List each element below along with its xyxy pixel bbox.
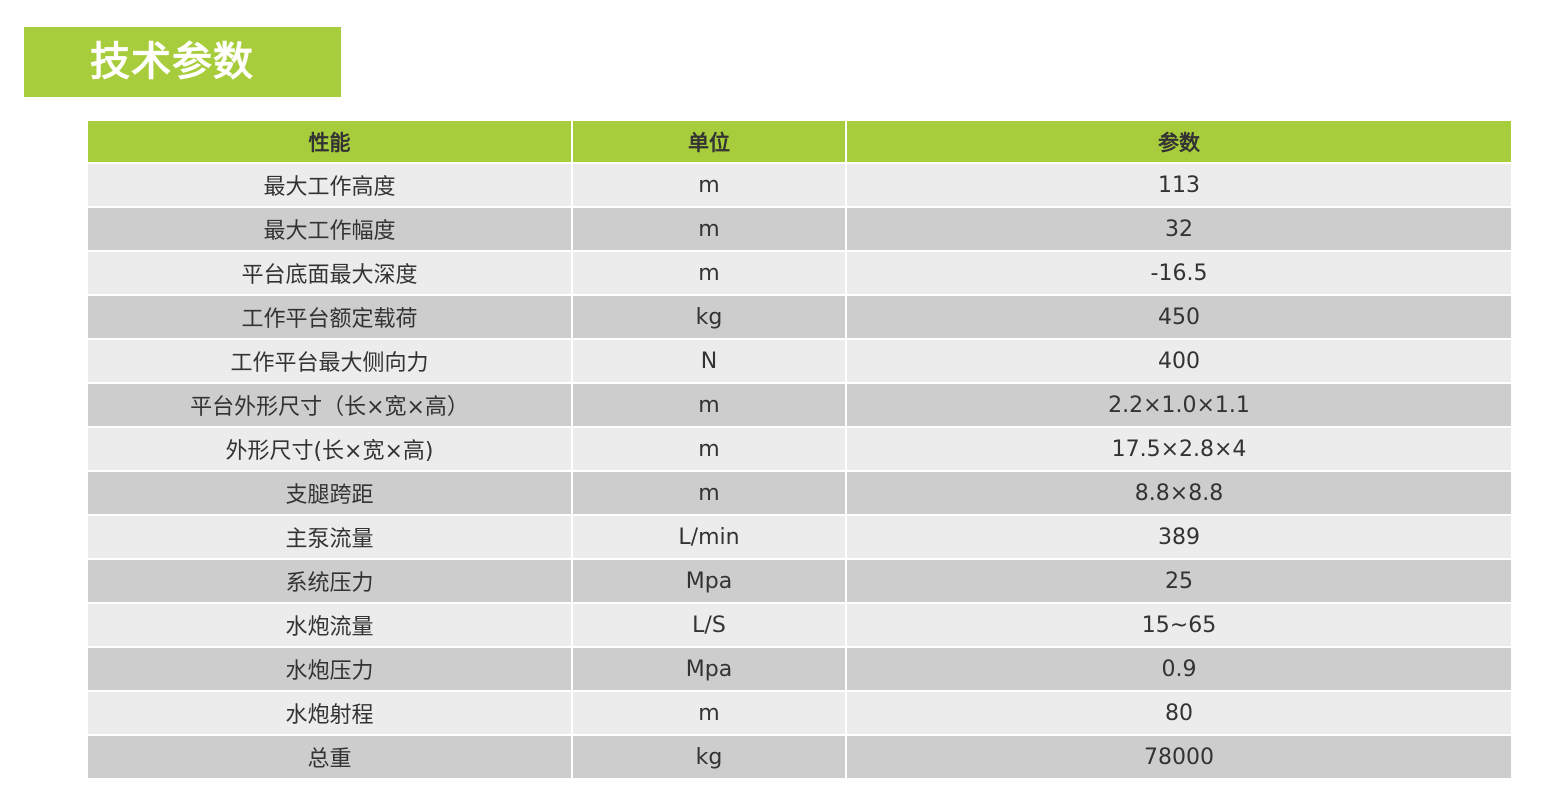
unit-cell: kg — [573, 734, 847, 778]
value-cell: 389 — [847, 514, 1511, 558]
value-cell: 113 — [847, 162, 1511, 206]
performance-cell: 最大工作高度 — [88, 162, 573, 206]
value-cell: 25 — [847, 558, 1511, 602]
table-row: 总重 kg 78000 — [88, 734, 1511, 778]
table-row: 最大工作幅度 m 32 — [88, 206, 1511, 250]
table-row: 支腿跨距 m 8.8×8.8 — [88, 470, 1511, 514]
table-row: 水炮压力 Mpa 0.9 — [88, 646, 1511, 690]
unit-cell: L/min — [573, 514, 847, 558]
section-title-banner: 技术参数 — [24, 27, 341, 97]
unit-cell: m — [573, 690, 847, 734]
value-cell: 2.2×1.0×1.1 — [847, 382, 1511, 426]
table-row: 平台底面最大深度 m -16.5 — [88, 250, 1511, 294]
unit-cell: kg — [573, 294, 847, 338]
unit-cell: L/S — [573, 602, 847, 646]
table-row: 外形尺寸(长×宽×高) m 17.5×2.8×4 — [88, 426, 1511, 470]
header-value: 参数 — [847, 121, 1511, 162]
table-row: 系统压力 Mpa 25 — [88, 558, 1511, 602]
table-header-row: 性能 单位 参数 — [88, 121, 1511, 162]
performance-cell: 主泵流量 — [88, 514, 573, 558]
value-cell: -16.5 — [847, 250, 1511, 294]
unit-cell: m — [573, 250, 847, 294]
performance-cell: 水炮射程 — [88, 690, 573, 734]
unit-cell: m — [573, 162, 847, 206]
performance-cell: 平台底面最大深度 — [88, 250, 573, 294]
table-row: 工作平台最大侧向力 N 400 — [88, 338, 1511, 382]
unit-cell: m — [573, 206, 847, 250]
unit-cell: Mpa — [573, 646, 847, 690]
table-row: 最大工作高度 m 113 — [88, 162, 1511, 206]
table-row: 平台外形尺寸（长×宽×高） m 2.2×1.0×1.1 — [88, 382, 1511, 426]
value-cell: 78000 — [847, 734, 1511, 778]
performance-cell: 工作平台额定载荷 — [88, 294, 573, 338]
header-unit: 单位 — [573, 121, 847, 162]
performance-cell: 支腿跨距 — [88, 470, 573, 514]
unit-cell: m — [573, 382, 847, 426]
table-row: 水炮流量 L/S 15~65 — [88, 602, 1511, 646]
performance-cell: 系统压力 — [88, 558, 573, 602]
table-row: 水炮射程 m 80 — [88, 690, 1511, 734]
value-cell: 17.5×2.8×4 — [847, 426, 1511, 470]
unit-cell: N — [573, 338, 847, 382]
section-title: 技术参数 — [90, 39, 254, 85]
table-row: 工作平台额定载荷 kg 450 — [88, 294, 1511, 338]
value-cell: 80 — [847, 690, 1511, 734]
performance-cell: 外形尺寸(长×宽×高) — [88, 426, 573, 470]
performance-cell: 工作平台最大侧向力 — [88, 338, 573, 382]
table-row: 主泵流量 L/min 389 — [88, 514, 1511, 558]
performance-cell: 平台外形尺寸（长×宽×高） — [88, 382, 573, 426]
unit-cell: m — [573, 470, 847, 514]
performance-cell: 水炮压力 — [88, 646, 573, 690]
performance-cell: 水炮流量 — [88, 602, 573, 646]
value-cell: 400 — [847, 338, 1511, 382]
unit-cell: m — [573, 426, 847, 470]
value-cell: 0.9 — [847, 646, 1511, 690]
value-cell: 450 — [847, 294, 1511, 338]
performance-cell: 总重 — [88, 734, 573, 778]
value-cell: 32 — [847, 206, 1511, 250]
performance-cell: 最大工作幅度 — [88, 206, 573, 250]
unit-cell: Mpa — [573, 558, 847, 602]
value-cell: 15~65 — [847, 602, 1511, 646]
spec-table: 性能 单位 参数 最大工作高度 m 113 最大工作幅度 m 32 平台底面最大深度 m -16… — [88, 121, 1511, 778]
value-cell: 8.8×8.8 — [847, 470, 1511, 514]
header-performance: 性能 — [88, 121, 573, 162]
